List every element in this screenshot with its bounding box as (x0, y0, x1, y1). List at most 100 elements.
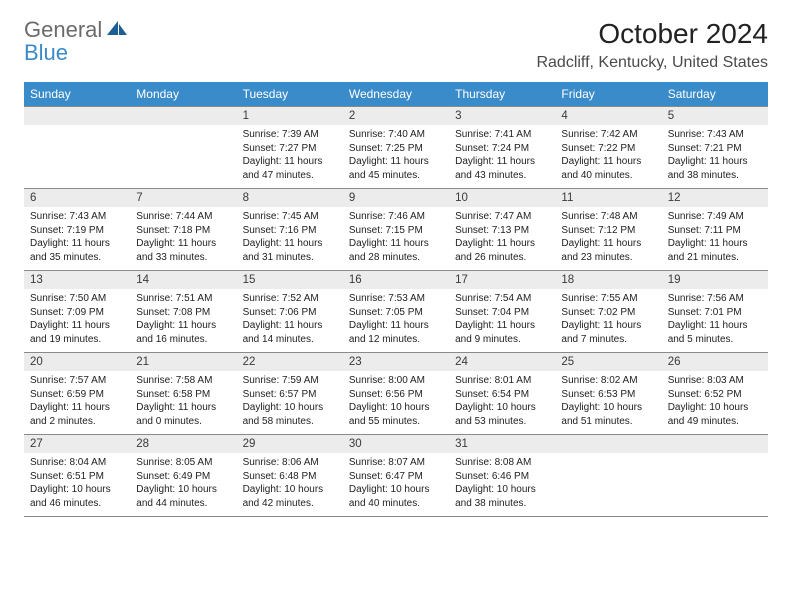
sunrise-line: Sunrise: 7:41 AM (455, 128, 549, 142)
day-body: Sunrise: 7:49 AMSunset: 7:11 PMDaylight:… (662, 207, 768, 270)
sunrise-line: Sunrise: 8:00 AM (349, 374, 443, 388)
calendar-cell: 4Sunrise: 7:42 AMSunset: 7:22 PMDaylight… (555, 107, 661, 189)
day-number: 15 (237, 271, 343, 289)
sunset-line: Sunset: 6:46 PM (455, 470, 549, 484)
sunrise-line: Sunrise: 8:06 AM (243, 456, 337, 470)
day-number: 11 (555, 189, 661, 207)
calendar-cell: 13Sunrise: 7:50 AMSunset: 7:09 PMDayligh… (24, 271, 130, 353)
calendar-cell: 8Sunrise: 7:45 AMSunset: 7:16 PMDaylight… (237, 189, 343, 271)
sunrise-line: Sunrise: 7:43 AM (668, 128, 762, 142)
month-title: October 2024 (536, 18, 768, 50)
day-number: 20 (24, 353, 130, 371)
daylight-line: Daylight: 10 hours and 58 minutes. (243, 401, 337, 428)
calendar-cell (130, 107, 236, 189)
calendar-cell: 29Sunrise: 8:06 AMSunset: 6:48 PMDayligh… (237, 435, 343, 517)
dow-friday: Friday (555, 82, 661, 107)
calendar-week: 27Sunrise: 8:04 AMSunset: 6:51 PMDayligh… (24, 435, 768, 517)
brand-part1: General (24, 17, 102, 42)
calendar-cell: 28Sunrise: 8:05 AMSunset: 6:49 PMDayligh… (130, 435, 236, 517)
sunrise-line: Sunrise: 8:05 AM (136, 456, 230, 470)
daylight-line: Daylight: 11 hours and 28 minutes. (349, 237, 443, 264)
daylight-line: Daylight: 11 hours and 23 minutes. (561, 237, 655, 264)
daylight-line: Daylight: 10 hours and 42 minutes. (243, 483, 337, 510)
day-body: Sunrise: 7:59 AMSunset: 6:57 PMDaylight:… (237, 371, 343, 434)
day-number: 6 (24, 189, 130, 207)
day-body: Sunrise: 7:58 AMSunset: 6:58 PMDaylight:… (130, 371, 236, 434)
daylight-line: Daylight: 11 hours and 47 minutes. (243, 155, 337, 182)
day-body (24, 125, 130, 183)
sunset-line: Sunset: 7:16 PM (243, 224, 337, 238)
calendar-cell: 20Sunrise: 7:57 AMSunset: 6:59 PMDayligh… (24, 353, 130, 435)
sunrise-line: Sunrise: 7:44 AM (136, 210, 230, 224)
day-body (130, 125, 236, 183)
sunset-line: Sunset: 7:21 PM (668, 142, 762, 156)
day-number (24, 107, 130, 125)
sunrise-line: Sunrise: 7:53 AM (349, 292, 443, 306)
calendar-cell: 10Sunrise: 7:47 AMSunset: 7:13 PMDayligh… (449, 189, 555, 271)
calendar-cell (24, 107, 130, 189)
daylight-line: Daylight: 11 hours and 14 minutes. (243, 319, 337, 346)
calendar-cell: 31Sunrise: 8:08 AMSunset: 6:46 PMDayligh… (449, 435, 555, 517)
calendar-cell: 22Sunrise: 7:59 AMSunset: 6:57 PMDayligh… (237, 353, 343, 435)
sunset-line: Sunset: 6:58 PM (136, 388, 230, 402)
day-number: 26 (662, 353, 768, 371)
calendar-table: SundayMondayTuesdayWednesdayThursdayFrid… (24, 82, 768, 517)
day-body: Sunrise: 7:46 AMSunset: 7:15 PMDaylight:… (343, 207, 449, 270)
day-number: 4 (555, 107, 661, 125)
day-body: Sunrise: 7:48 AMSunset: 7:12 PMDaylight:… (555, 207, 661, 270)
sunset-line: Sunset: 6:52 PM (668, 388, 762, 402)
sunset-line: Sunset: 7:19 PM (30, 224, 124, 238)
sunrise-line: Sunrise: 8:07 AM (349, 456, 443, 470)
daylight-line: Daylight: 11 hours and 38 minutes. (668, 155, 762, 182)
day-body: Sunrise: 7:53 AMSunset: 7:05 PMDaylight:… (343, 289, 449, 352)
sunrise-line: Sunrise: 7:39 AM (243, 128, 337, 142)
sunrise-line: Sunrise: 7:54 AM (455, 292, 549, 306)
daylight-line: Daylight: 10 hours and 53 minutes. (455, 401, 549, 428)
day-number: 10 (449, 189, 555, 207)
sunset-line: Sunset: 7:02 PM (561, 306, 655, 320)
daylight-line: Daylight: 11 hours and 19 minutes. (30, 319, 124, 346)
calendar-cell: 15Sunrise: 7:52 AMSunset: 7:06 PMDayligh… (237, 271, 343, 353)
sunrise-line: Sunrise: 7:58 AM (136, 374, 230, 388)
daylight-line: Daylight: 11 hours and 33 minutes. (136, 237, 230, 264)
sunset-line: Sunset: 7:04 PM (455, 306, 549, 320)
sunrise-line: Sunrise: 7:45 AM (243, 210, 337, 224)
day-number: 9 (343, 189, 449, 207)
dow-sunday: Sunday (24, 82, 130, 107)
sunrise-line: Sunrise: 7:51 AM (136, 292, 230, 306)
sunset-line: Sunset: 7:24 PM (455, 142, 549, 156)
sunset-line: Sunset: 7:12 PM (561, 224, 655, 238)
calendar-cell: 19Sunrise: 7:56 AMSunset: 7:01 PMDayligh… (662, 271, 768, 353)
sunset-line: Sunset: 6:54 PM (455, 388, 549, 402)
day-body: Sunrise: 8:01 AMSunset: 6:54 PMDaylight:… (449, 371, 555, 434)
calendar-cell (662, 435, 768, 517)
daylight-line: Daylight: 11 hours and 40 minutes. (561, 155, 655, 182)
day-body: Sunrise: 7:43 AMSunset: 7:19 PMDaylight:… (24, 207, 130, 270)
calendar-cell: 6Sunrise: 7:43 AMSunset: 7:19 PMDaylight… (24, 189, 130, 271)
sunrise-line: Sunrise: 7:42 AM (561, 128, 655, 142)
day-number: 13 (24, 271, 130, 289)
daylight-line: Daylight: 11 hours and 21 minutes. (668, 237, 762, 264)
daylight-line: Daylight: 11 hours and 16 minutes. (136, 319, 230, 346)
day-body: Sunrise: 7:56 AMSunset: 7:01 PMDaylight:… (662, 289, 768, 352)
calendar-week: 13Sunrise: 7:50 AMSunset: 7:09 PMDayligh… (24, 271, 768, 353)
calendar-cell: 30Sunrise: 8:07 AMSunset: 6:47 PMDayligh… (343, 435, 449, 517)
day-number: 28 (130, 435, 236, 453)
calendar-cell: 12Sunrise: 7:49 AMSunset: 7:11 PMDayligh… (662, 189, 768, 271)
day-number (130, 107, 236, 125)
day-number: 14 (130, 271, 236, 289)
daylight-line: Daylight: 11 hours and 26 minutes. (455, 237, 549, 264)
day-body (662, 453, 768, 511)
sunrise-line: Sunrise: 7:57 AM (30, 374, 124, 388)
sunrise-line: Sunrise: 7:56 AM (668, 292, 762, 306)
day-body: Sunrise: 7:39 AMSunset: 7:27 PMDaylight:… (237, 125, 343, 188)
day-number: 31 (449, 435, 555, 453)
daylight-line: Daylight: 11 hours and 31 minutes. (243, 237, 337, 264)
sunset-line: Sunset: 7:11 PM (668, 224, 762, 238)
calendar-cell: 18Sunrise: 7:55 AMSunset: 7:02 PMDayligh… (555, 271, 661, 353)
sunrise-line: Sunrise: 7:50 AM (30, 292, 124, 306)
day-number: 19 (662, 271, 768, 289)
sunset-line: Sunset: 7:18 PM (136, 224, 230, 238)
sunset-line: Sunset: 7:06 PM (243, 306, 337, 320)
daylight-line: Daylight: 11 hours and 2 minutes. (30, 401, 124, 428)
